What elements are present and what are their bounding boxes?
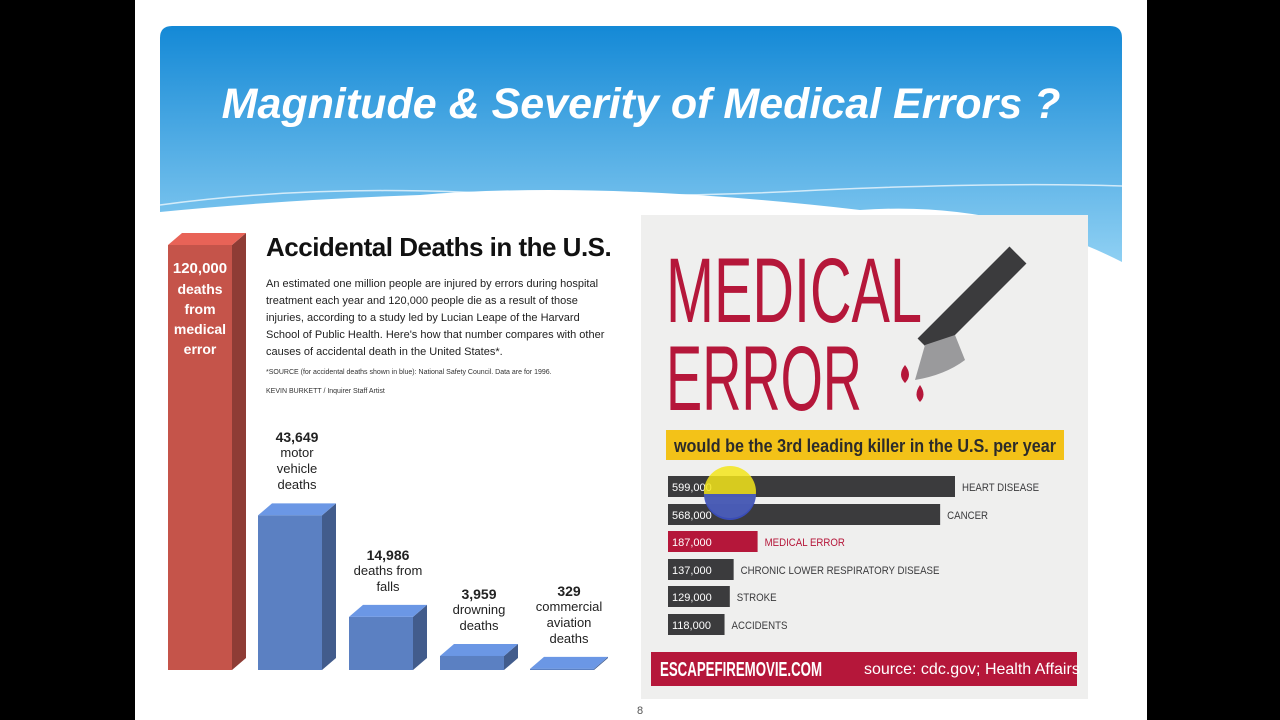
value-label: 599,000 — [672, 482, 712, 494]
chart-title: Accidental Deaths in the U.S. — [266, 232, 612, 262]
footer-site: ESCAPEFIREMOVIE.COM — [660, 659, 822, 681]
category-label: deaths from falls — [353, 562, 423, 594]
bar-top — [168, 233, 246, 245]
footer-band — [651, 652, 1077, 686]
bar-label: 329 commercial aviation deaths — [519, 583, 619, 647]
bar-side — [232, 233, 246, 670]
bar — [440, 655, 504, 670]
value-label: 187,000 — [672, 537, 712, 549]
category-label: deaths from medical error — [173, 281, 227, 357]
category-label: HEART DISEASE — [962, 483, 1039, 495]
bar — [668, 531, 758, 552]
value-label: 14,986 — [366, 546, 410, 563]
bar-top — [440, 643, 518, 656]
credit: KEVIN BURKETT / Inquirer Staff Artist — [266, 388, 385, 395]
bar — [349, 616, 413, 670]
value-label: 118,000 — [672, 620, 711, 632]
bar-top — [349, 604, 427, 617]
bar-top — [530, 656, 608, 669]
bar-label: 120,000 deaths from medical error — [168, 259, 232, 359]
header-band — [160, 26, 1122, 262]
subtitle-banner — [666, 430, 1064, 460]
value-label: 129,000 — [672, 592, 712, 604]
bar-label: 43,649 motor vehicle deaths — [247, 429, 347, 493]
bar-side — [594, 656, 608, 670]
header-wave — [159, 183, 1123, 206]
value-label: 329 — [557, 582, 581, 599]
chart-description: An estimated one million people are inju… — [266, 278, 605, 358]
bar-side — [413, 604, 427, 670]
bar — [668, 614, 725, 635]
bar-label: 3,959 drowning deaths — [429, 586, 529, 634]
value-label: 3,959 — [461, 585, 497, 602]
slide-title: Magnitude & Severity of Medical Errors ? — [221, 80, 1061, 128]
category-label: ACCIDENTS — [732, 621, 788, 633]
category-label: commercial aviation deaths — [535, 598, 603, 646]
value-label: 120,000 — [172, 260, 228, 277]
bar-side — [322, 503, 336, 670]
pointer-highlight — [704, 494, 756, 520]
bar — [668, 586, 730, 607]
source-note: *SOURCE (for accidental deaths shown in … — [266, 369, 552, 376]
category-label: drowning deaths — [452, 601, 506, 633]
category-label: CHRONIC LOWER RESPIRATORY DISEASE — [741, 566, 940, 578]
title-line: MEDICAL — [666, 240, 922, 342]
footer-source: source: cdc.gov; Health Affairs — [864, 661, 1080, 678]
title-line: ERROR — [666, 328, 862, 430]
category-label: STROKE — [737, 593, 777, 605]
value-label: 568,000 — [672, 510, 712, 522]
scalpel — [901, 246, 1027, 402]
bar — [168, 245, 232, 670]
bar-side — [504, 643, 518, 670]
bar-top — [258, 503, 336, 516]
value-label: 43,649 — [275, 429, 319, 446]
value-label: 137,000 — [672, 565, 712, 577]
category-label: motor vehicle deaths — [276, 445, 318, 493]
bar-label: 14,986 deaths from falls — [338, 547, 438, 595]
bar — [258, 515, 322, 670]
category-label: CANCER — [947, 511, 988, 523]
category-label: MEDICAL ERROR — [765, 538, 845, 550]
bar — [530, 668, 594, 670]
bar — [668, 559, 734, 580]
subtitle: would be the 3rd leading killer in the U… — [673, 436, 1056, 456]
page-number: 8 — [636, 705, 644, 717]
